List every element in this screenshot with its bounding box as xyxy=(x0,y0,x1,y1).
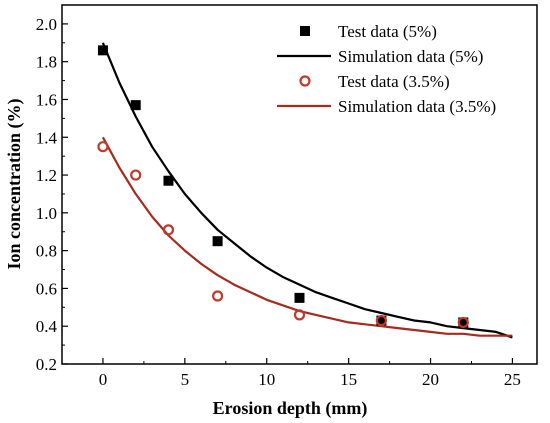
plot-area xyxy=(61,4,538,365)
data-point-square xyxy=(97,45,108,56)
series-line-3 xyxy=(101,136,513,337)
legend-circle-marker xyxy=(299,75,311,87)
legend-label-2: Test data (3.5%) xyxy=(338,72,450,91)
y-tick-label: 1.2 xyxy=(36,166,57,185)
series-line-1 xyxy=(101,42,513,339)
y-tick-label: 1.4 xyxy=(36,128,58,147)
data-point-circle xyxy=(293,309,306,321)
y-tick-label: 0.4 xyxy=(36,317,58,336)
x-tick-label: 15 xyxy=(340,370,357,389)
y-tick-label: 0.6 xyxy=(36,279,57,298)
x-axis-title: Erosion depth (mm) xyxy=(213,398,368,419)
data-point-square xyxy=(130,100,141,111)
y-tick-label: 0.2 xyxy=(36,355,57,374)
data-point-square xyxy=(212,236,223,247)
y-tick-label: 1.6 xyxy=(36,90,57,109)
legend-label-3: Simulation data (3.5%) xyxy=(338,97,496,116)
legend: Test data (5%) Simulation data (5%) Test d… xyxy=(277,22,496,116)
data-point-circle xyxy=(212,290,224,302)
y-tick-label: 2.0 xyxy=(36,15,57,34)
x-tick-label: 25 xyxy=(504,370,521,389)
x-tick-label: 5 xyxy=(181,370,190,389)
series-layer xyxy=(97,42,513,339)
y-tick-label: 1.0 xyxy=(36,204,57,223)
legend-label-1: Simulation data (5%) xyxy=(338,47,483,66)
y-tick-label: 1.8 xyxy=(36,53,57,72)
data-point-circle xyxy=(130,169,142,181)
legend-square-marker xyxy=(300,26,310,36)
data-point-square xyxy=(294,292,305,303)
data-point-circle xyxy=(162,224,175,236)
legend-label-0: Test data (5%) xyxy=(338,22,437,41)
data-point-square xyxy=(376,315,387,326)
y-tick-label: 0.8 xyxy=(36,242,57,261)
data-point-circle xyxy=(375,314,387,327)
axis-ticks: 0 5 10 15 20 25 0.2 0.4 0.6 0.8 1.0 1.2 1.4 1.6 1.8 2.0 xyxy=(36,15,521,389)
x-tick-label: 0 xyxy=(99,370,108,389)
data-point-circle xyxy=(457,316,469,329)
data-point-square xyxy=(458,317,469,328)
x-tick-label: 20 xyxy=(422,370,439,389)
y-axis-title: Ion concentration (%) xyxy=(4,99,25,270)
x-tick-label: 10 xyxy=(258,370,275,389)
data-point-circle xyxy=(97,141,109,153)
data-point-square xyxy=(163,175,174,186)
